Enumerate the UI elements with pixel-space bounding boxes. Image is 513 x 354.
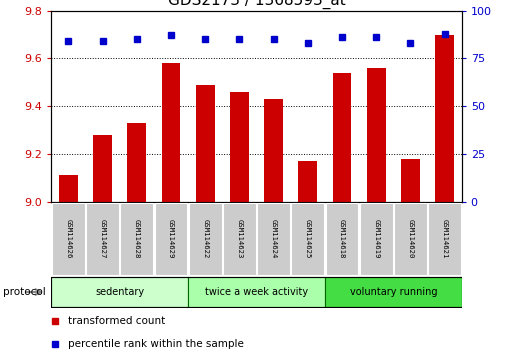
Bar xyxy=(360,203,392,275)
Text: voluntary running: voluntary running xyxy=(349,287,437,297)
Bar xyxy=(435,35,454,202)
Bar xyxy=(188,277,325,307)
Bar xyxy=(59,176,78,202)
Bar xyxy=(196,85,214,202)
Bar xyxy=(401,159,420,202)
Title: GDS2173 / 1368593_at: GDS2173 / 1368593_at xyxy=(168,0,345,9)
Text: twice a week activity: twice a week activity xyxy=(205,287,308,297)
Bar xyxy=(189,203,222,275)
Text: protocol: protocol xyxy=(3,287,45,297)
Text: GSM114621: GSM114621 xyxy=(442,219,448,259)
Bar xyxy=(223,203,256,275)
Text: GSM114624: GSM114624 xyxy=(270,219,277,259)
Text: GSM114620: GSM114620 xyxy=(407,219,413,259)
Text: GSM114626: GSM114626 xyxy=(65,219,71,259)
Bar xyxy=(154,203,187,275)
Text: GSM114625: GSM114625 xyxy=(305,219,311,259)
Text: GSM114622: GSM114622 xyxy=(202,219,208,259)
Bar xyxy=(264,99,283,202)
Bar xyxy=(291,203,324,275)
Text: sedentary: sedentary xyxy=(95,287,144,297)
Bar xyxy=(332,73,351,202)
Bar xyxy=(86,203,119,275)
Bar xyxy=(325,277,462,307)
Bar xyxy=(162,63,181,202)
Text: percentile rank within the sample: percentile rank within the sample xyxy=(68,339,244,349)
Bar xyxy=(257,203,290,275)
Text: transformed count: transformed count xyxy=(68,316,165,326)
Bar xyxy=(52,203,85,275)
Bar xyxy=(51,277,188,307)
Bar xyxy=(428,203,461,275)
Bar xyxy=(127,123,146,202)
Text: GSM114618: GSM114618 xyxy=(339,219,345,259)
Text: GSM114619: GSM114619 xyxy=(373,219,379,259)
Bar xyxy=(367,68,386,202)
Bar xyxy=(326,203,359,275)
Bar xyxy=(394,203,427,275)
Bar xyxy=(299,161,317,202)
Text: GSM114627: GSM114627 xyxy=(100,219,106,259)
Text: GSM114628: GSM114628 xyxy=(134,219,140,259)
Text: GSM114629: GSM114629 xyxy=(168,219,174,259)
Text: GSM114623: GSM114623 xyxy=(236,219,243,259)
Bar xyxy=(230,92,249,202)
Bar xyxy=(121,203,153,275)
Bar xyxy=(93,135,112,202)
